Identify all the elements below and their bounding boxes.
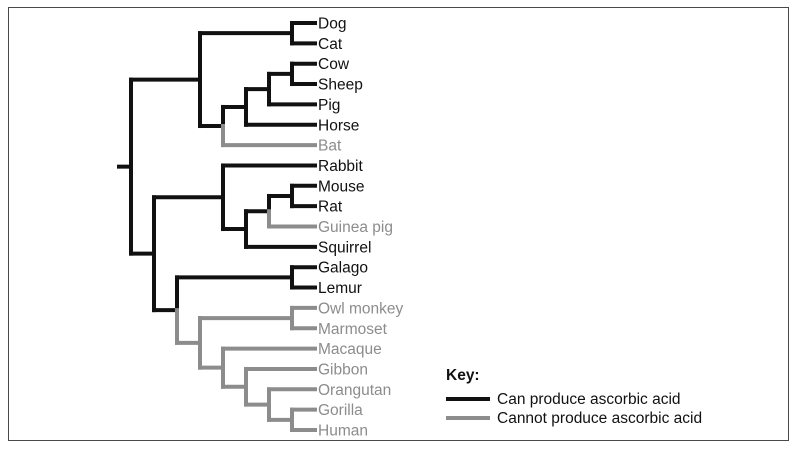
taxon-label-human: Human <box>318 423 368 440</box>
legend: Key: Can produce ascorbic acid Cannot pr… <box>446 367 702 427</box>
taxon-label-squirrel: Squirrel <box>318 239 371 256</box>
taxon-label-bat: Bat <box>318 138 342 155</box>
taxon-label-owl-monkey: Owl monkey <box>318 300 404 317</box>
taxon-label-macaque: Macaque <box>318 341 382 358</box>
legend-label-cannot: Cannot produce ascorbic acid <box>497 410 702 427</box>
taxon-label-horse: Horse <box>318 117 359 134</box>
taxon-label-rabbit: Rabbit <box>318 158 363 175</box>
taxon-label-orangutan: Orangutan <box>318 382 391 399</box>
legend-title: Key: <box>446 367 480 384</box>
taxon-label-gorilla: Gorilla <box>318 402 363 419</box>
taxon-label-cat: Cat <box>318 36 343 53</box>
taxon-label-pig: Pig <box>318 97 340 114</box>
taxon-label-mouse: Mouse <box>318 178 365 195</box>
taxon-label-rat: Rat <box>318 199 343 216</box>
taxon-label-guinea-pig: Guinea pig <box>318 219 393 236</box>
taxon-label-cow: Cow <box>318 56 350 73</box>
taxon-label-lemur: Lemur <box>318 280 362 297</box>
tree-branches <box>117 21 317 432</box>
taxon-label-gibbon: Gibbon <box>318 361 368 378</box>
taxon-label-marmoset: Marmoset <box>318 321 388 338</box>
legend-label-can: Can produce ascorbic acid <box>497 391 681 408</box>
taxon-label-dog: Dog <box>318 16 346 33</box>
figure-frame <box>8 7 789 441</box>
taxon-label-sheep: Sheep <box>318 77 363 94</box>
taxon-labels: Dog Cat Cow Sheep Pig Horse Bat Rabbit Mouse Rat G… <box>318 16 404 440</box>
taxon-label-galago: Galago <box>318 260 368 277</box>
